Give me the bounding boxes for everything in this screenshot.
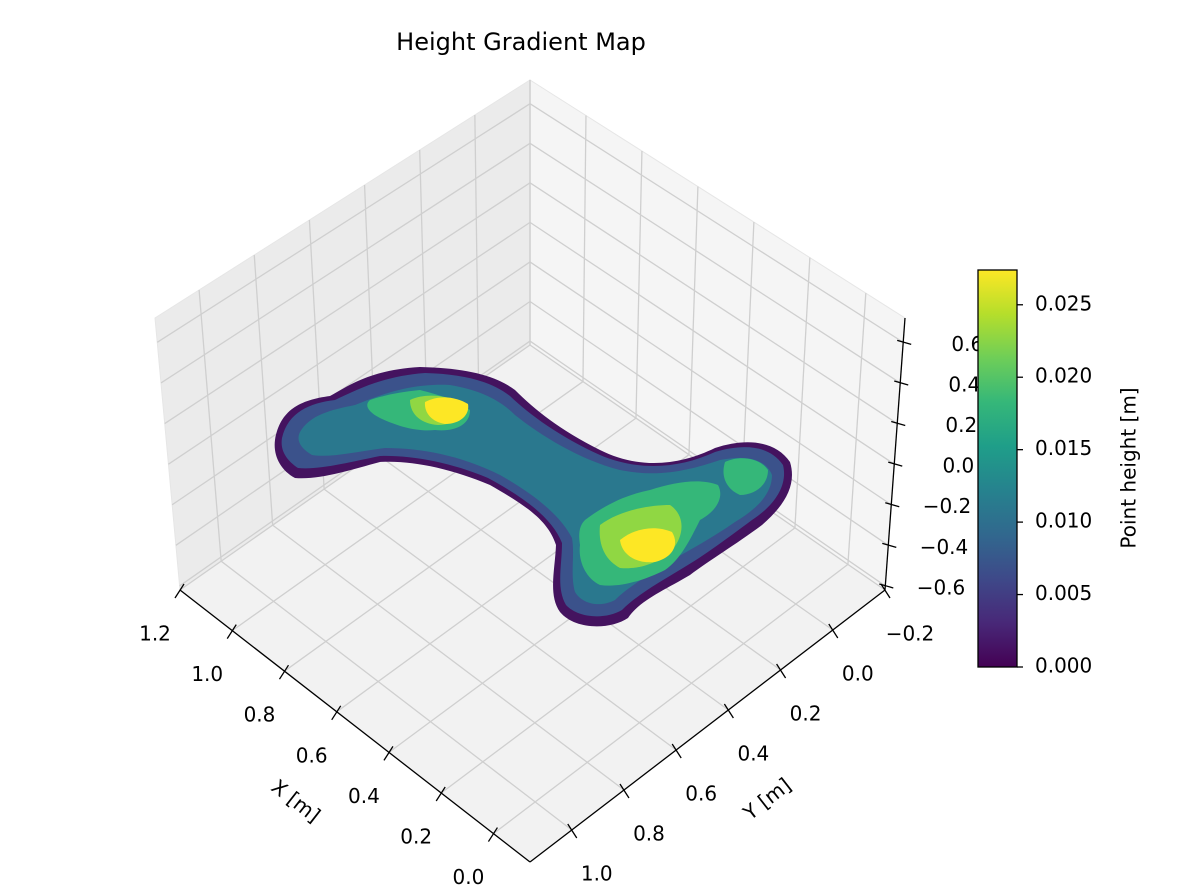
grid-line: [440, 527, 796, 794]
y-tick-label: 1.0: [581, 862, 613, 886]
y-tick-label: 0.8: [633, 822, 665, 846]
colorbar-tick-label: 0.005: [1035, 581, 1092, 605]
grid-line: [529, 103, 904, 343]
x-tick-label: 0.0: [453, 865, 485, 889]
z-tick-label: 0.4: [948, 372, 980, 396]
x-tick-label: 0.6: [296, 743, 328, 767]
y-axis-line: [529, 589, 886, 863]
x-tick: [383, 746, 394, 761]
grid-line: [375, 452, 729, 711]
colorbar-tick-label: 0.015: [1035, 436, 1092, 460]
x-tick-label: 0.4: [348, 784, 380, 808]
grid-line: [160, 142, 531, 384]
z-tick: [888, 461, 903, 467]
x-tick: [435, 786, 446, 802]
colorbar-label: Point height [m]: [1117, 387, 1141, 548]
x-tick-label: 1.2: [139, 622, 171, 646]
x-axis-label: X [m]: [267, 774, 325, 827]
z-tick-label: −0.6: [917, 575, 966, 599]
colorbar-tick-label: 0.025: [1035, 291, 1092, 315]
z-tick: [882, 542, 897, 548]
grid-line: [272, 524, 625, 791]
y-tick: [671, 743, 682, 759]
z-tick-label: −0.4: [920, 535, 969, 559]
grid-line: [529, 221, 895, 465]
y-tick-label: 0.2: [790, 702, 822, 726]
z-tick-label: 0.2: [945, 413, 977, 437]
grid-line: [171, 261, 531, 506]
x-tick: [174, 583, 185, 599]
grid-line: [529, 300, 889, 546]
x-tick: [487, 827, 498, 842]
y-tick: [619, 783, 630, 799]
colorbar-tick-label: 0.020: [1035, 364, 1092, 388]
x-tick-label: 1.0: [191, 662, 223, 686]
y-tick: [828, 623, 839, 639]
grid-line: [164, 182, 531, 425]
y-tick: [880, 583, 891, 599]
colorbar: 0.000 0.005 0.010 0.015 0.020 0.025 Point heig…: [977, 269, 1141, 678]
grid-line: [529, 142, 901, 384]
colorbar-tick-label: 0.010: [1035, 509, 1092, 533]
z-tick-label: 0.0: [942, 454, 974, 478]
chart-title: Height Gradient Map: [396, 28, 646, 56]
grid-line: [529, 182, 898, 425]
y-tick: [776, 663, 787, 679]
point-cloud: [274, 367, 792, 627]
x-tick: [226, 624, 237, 639]
grid-line: [168, 221, 531, 465]
grid-line: [156, 103, 531, 343]
colorbar-tick-label: 0.000: [1035, 654, 1092, 678]
z-tick: [891, 420, 906, 427]
x-tick-label: 0.2: [400, 824, 432, 848]
x-tick-label: 0.8: [244, 703, 276, 727]
grid-line: [529, 261, 892, 506]
z-tick: [894, 380, 909, 386]
y-tick-label: −0.2: [886, 622, 935, 646]
y-tick: [723, 703, 734, 719]
z-tick-label: −0.2: [923, 494, 972, 518]
z-tick: [897, 339, 912, 345]
grid-line: [323, 488, 677, 751]
y-tick-label: 0.6: [685, 782, 717, 806]
y-tick-label: 0.0: [842, 662, 874, 686]
y-axis-label: Y [m]: [738, 773, 796, 826]
y-tick: [567, 823, 578, 839]
x-axis-line: [179, 589, 531, 863]
x-tick: [331, 705, 342, 721]
grid-line: [220, 560, 573, 831]
z-tick: [885, 502, 900, 508]
y-tick-label: 0.4: [737, 742, 769, 766]
z-tick: [879, 583, 894, 589]
colorbar-gradient: [977, 269, 1018, 668]
grid-line: [493, 563, 849, 835]
x-tick: [278, 664, 290, 680]
